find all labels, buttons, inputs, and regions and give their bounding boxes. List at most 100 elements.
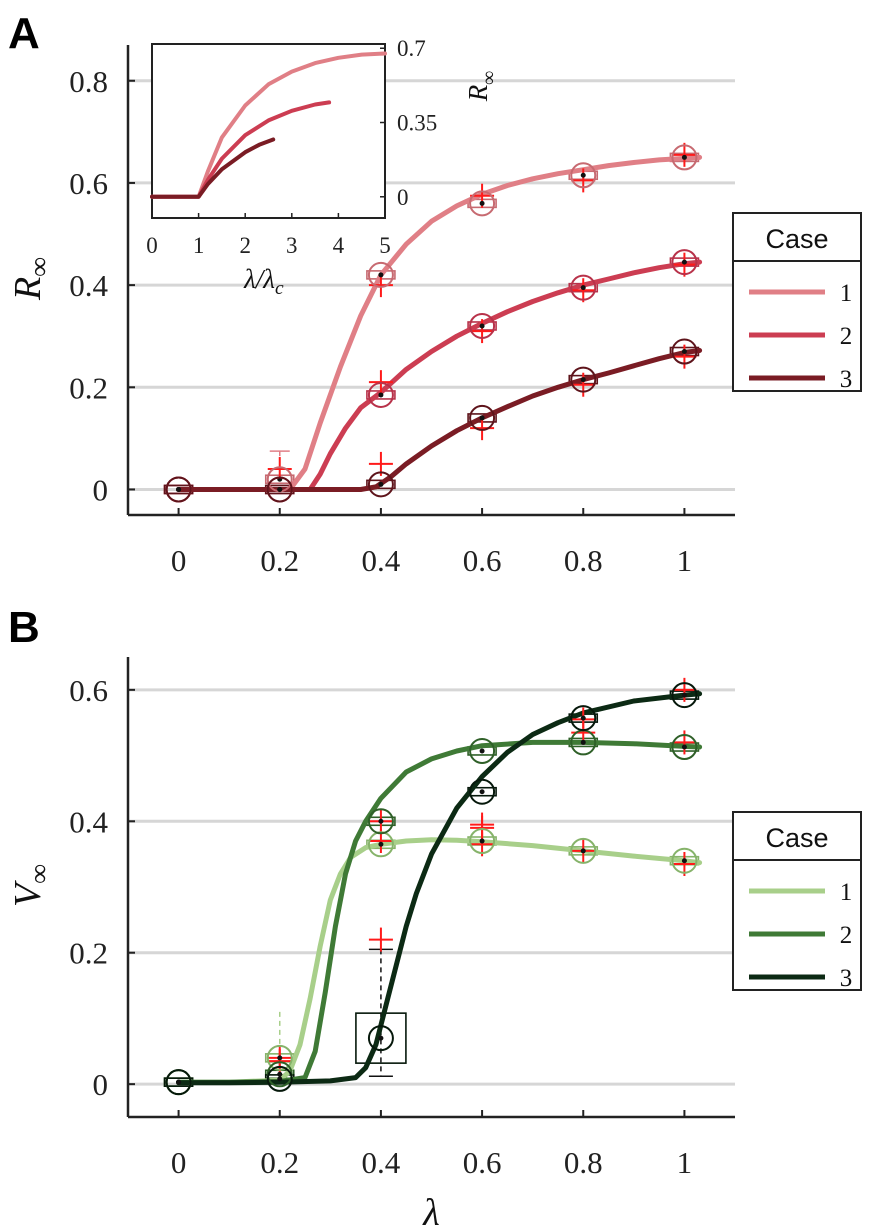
legend-title: Case xyxy=(765,224,828,254)
series-3-point xyxy=(469,778,496,805)
inset-frame xyxy=(151,43,386,219)
median-dot xyxy=(378,841,384,847)
series-1-point xyxy=(266,1044,293,1071)
x-tick-label: 0.2 xyxy=(260,543,299,578)
y-tick-label: 0.8 xyxy=(69,64,108,99)
outlier-cross xyxy=(672,252,697,277)
inset-x-axis-label: λ/λc xyxy=(243,264,284,299)
series-3-point xyxy=(570,705,597,732)
x-tick-label: 0 xyxy=(171,1145,187,1180)
median-dot xyxy=(681,744,687,750)
series-3-point xyxy=(266,476,293,503)
outlier-cross xyxy=(672,142,697,167)
y-axis-label: R∞ xyxy=(7,257,54,301)
outlier-cross xyxy=(672,677,697,702)
series-3-point xyxy=(671,338,698,365)
series-2-curve xyxy=(176,739,703,1085)
median-dot xyxy=(176,1079,182,1085)
median-dot xyxy=(378,818,384,824)
y-axis-label-symbol: R xyxy=(7,277,49,301)
median-dot xyxy=(580,285,586,291)
panel-b-chart: 0 0.2 0.4 0.6 0 0.2 0.4 0.6 0.8 1 V∞ λ xyxy=(7,657,735,1225)
median-dot xyxy=(479,789,485,795)
series-3-point xyxy=(165,476,192,503)
inset-y-axis-label: R∞ xyxy=(463,71,500,102)
x-tick-label: 1 xyxy=(677,543,693,578)
median-dot xyxy=(479,415,485,421)
x-tick-label: 0.4 xyxy=(362,1145,401,1180)
median-dot xyxy=(277,1071,283,1077)
x-axis-label: λ xyxy=(422,1192,439,1225)
y-tick-label: 0 xyxy=(93,472,109,507)
outlier-cross xyxy=(470,815,495,840)
median-dot xyxy=(479,838,485,844)
series-3-point xyxy=(266,1065,293,1092)
inset-y-axis-label-subscript: ∞ xyxy=(479,71,500,85)
y-tick-label: 0.6 xyxy=(69,673,108,708)
legend-entry-2: 2 xyxy=(840,922,853,949)
x-tick-label: 0 xyxy=(171,543,187,578)
legend-entry-3: 3 xyxy=(840,366,853,393)
inset-x-tick-label: 4 xyxy=(333,233,345,258)
median-dot xyxy=(580,172,586,178)
series-1-point xyxy=(469,190,496,217)
legend-frame xyxy=(732,811,862,991)
outlier-cross xyxy=(368,927,393,952)
legend-entry-2: 2 xyxy=(840,323,853,350)
outlier-cross xyxy=(571,372,596,397)
inset-y-tick-label: 0 xyxy=(397,185,409,210)
median-dot xyxy=(681,858,687,864)
y-tick-label: 0.2 xyxy=(69,936,108,971)
median-dot xyxy=(176,486,182,492)
panel-a-chart: 00.20.40.60.80 0.2 0.4 0.6 0.8 1R∞ xyxy=(7,45,735,578)
median-dot xyxy=(378,1035,384,1041)
median-dot xyxy=(580,848,586,854)
y-tick-label: 0 xyxy=(93,1067,109,1102)
inset-x-tick-label: 5 xyxy=(379,233,391,258)
legend-entry-1: 1 xyxy=(840,280,853,307)
inset-x-tick-label: 1 xyxy=(193,233,205,258)
median-dot xyxy=(378,481,384,487)
series-3-point xyxy=(367,471,394,498)
inset-x-axis-label-subscript: c xyxy=(275,278,284,299)
series-3-curve xyxy=(176,691,703,1086)
x-tick-label: 0.4 xyxy=(362,543,401,578)
legend-frame xyxy=(732,212,862,392)
x-tick-label: 0.6 xyxy=(463,543,502,578)
x-tick-label: 0.8 xyxy=(564,1145,603,1180)
series-3-point xyxy=(570,366,597,393)
series-2-curve xyxy=(176,259,703,492)
y-axis-label-symbol: V xyxy=(7,880,49,907)
inset-x-axis-label-main: λ/λ xyxy=(243,264,275,294)
series-1-point xyxy=(570,837,597,864)
series-2-point xyxy=(469,737,496,764)
series-1-point xyxy=(671,144,698,171)
median-dot xyxy=(479,748,485,754)
series-2-point xyxy=(367,808,394,835)
y-tick-label: 0.4 xyxy=(69,804,108,839)
series-3-point xyxy=(367,1025,394,1052)
median-dot xyxy=(681,349,687,355)
x-tick-label: 0.8 xyxy=(564,543,603,578)
inset-series-3-curve xyxy=(150,137,276,199)
box-marker xyxy=(366,479,396,490)
legend-panel-b: Case 1 2 3 xyxy=(732,811,862,992)
y-axis-label-subscript: ∞ xyxy=(24,257,54,277)
inset-y-tick-label: 0.7 xyxy=(397,36,426,61)
median-dot xyxy=(580,739,586,745)
series-3-point xyxy=(469,404,496,431)
series-2-point xyxy=(367,381,394,408)
series-1-point xyxy=(367,261,394,288)
inset-y-tick-label: 0.35 xyxy=(397,111,437,136)
median-dot xyxy=(277,1076,283,1082)
inset-x-tick-label: 2 xyxy=(239,233,251,258)
outlier-cross xyxy=(672,344,697,369)
outlier-cross xyxy=(571,278,596,303)
y-axis-label-subscript: ∞ xyxy=(24,864,54,884)
series-2-point xyxy=(671,249,698,276)
median-dot xyxy=(277,1055,283,1061)
x-tick-label: 0.6 xyxy=(463,1145,502,1180)
series-1-curve xyxy=(176,837,703,1085)
series-2-point xyxy=(469,312,496,339)
